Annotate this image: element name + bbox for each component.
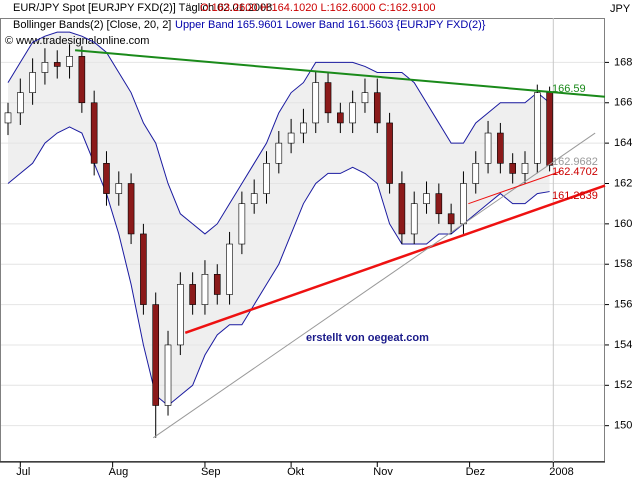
x-tick-label: Okt bbox=[287, 466, 304, 478]
candle-body bbox=[497, 132, 504, 164]
y-tick-label: 166 bbox=[614, 97, 632, 109]
y-tick-label: 160 bbox=[614, 218, 632, 230]
candle-body bbox=[361, 92, 369, 104]
subheader-2: Upper Band 165.9601 Lower Band 161.5603 … bbox=[175, 19, 486, 31]
candle-body bbox=[238, 203, 246, 245]
header-1: EUR/JPY Spot [EURJPY FXD(2)] Täglich 02.… bbox=[13, 2, 272, 14]
candle-body bbox=[17, 92, 24, 114]
header-2: O:163.2600 H:164.1020 L:162.6000 C:162.9… bbox=[200, 2, 435, 14]
candle-body bbox=[386, 122, 393, 184]
y-tick-label: 164 bbox=[614, 137, 632, 149]
y-tick-label: 150 bbox=[614, 420, 632, 432]
price-label: 162.4702 bbox=[552, 166, 598, 178]
candle-body bbox=[324, 82, 332, 114]
y-tick-label: 154 bbox=[614, 339, 632, 351]
candle-body bbox=[29, 72, 36, 93]
candle-body bbox=[263, 163, 270, 194]
candle-body bbox=[300, 122, 307, 134]
candle-body bbox=[226, 243, 233, 295]
x-tick-label: 2008 bbox=[549, 466, 573, 478]
candle-body bbox=[472, 163, 480, 184]
candle-body bbox=[250, 193, 258, 204]
candle-body bbox=[312, 82, 320, 124]
candle-body bbox=[103, 163, 110, 194]
candle-body bbox=[275, 142, 283, 164]
x-tick-label: Dez bbox=[466, 466, 486, 478]
candle-body bbox=[337, 112, 344, 124]
x-tick-label: Aug bbox=[109, 466, 129, 478]
annotation: erstellt von oegeat.com bbox=[306, 332, 429, 344]
candle-body bbox=[460, 183, 467, 225]
candle-body bbox=[423, 193, 430, 204]
candle-body bbox=[521, 163, 529, 174]
candle-body bbox=[140, 233, 147, 305]
candle-body bbox=[115, 183, 123, 194]
candle-body bbox=[78, 56, 86, 104]
source: © www.tradesignalonline.com bbox=[5, 35, 149, 47]
trendline bbox=[152, 132, 596, 439]
unit: JPY bbox=[610, 3, 631, 15]
candle-body bbox=[66, 56, 73, 67]
y-tick-label: 158 bbox=[614, 258, 632, 270]
x-tick-label: Jul bbox=[16, 466, 30, 478]
candle-body bbox=[41, 62, 49, 73]
price-label: 161.2839 bbox=[552, 190, 598, 202]
y-tick-label: 152 bbox=[614, 379, 632, 391]
candle-body bbox=[509, 163, 516, 174]
candle-body bbox=[447, 213, 455, 225]
candle-body bbox=[127, 183, 135, 235]
candle-body bbox=[189, 284, 196, 305]
price-label: 162.9682 bbox=[552, 156, 598, 168]
candle-body bbox=[373, 92, 381, 124]
candle-body bbox=[287, 132, 295, 144]
trendline bbox=[468, 170, 561, 205]
candle-body bbox=[4, 112, 12, 124]
candle-body bbox=[546, 92, 553, 166]
bollinger-upper bbox=[7, 31, 550, 235]
y-tick-label: 156 bbox=[614, 298, 632, 310]
candle-body bbox=[152, 304, 160, 406]
candle-body bbox=[201, 274, 209, 305]
candle-body bbox=[213, 274, 221, 295]
candle-body bbox=[435, 193, 443, 215]
candle-body bbox=[53, 62, 61, 67]
candle-body bbox=[177, 284, 184, 346]
price-label: 166.59 bbox=[552, 83, 586, 95]
trendline bbox=[74, 49, 606, 98]
x-tick-label: Sep bbox=[201, 466, 221, 478]
candle-body bbox=[349, 102, 356, 124]
candle-body bbox=[484, 132, 492, 164]
candle-body bbox=[164, 344, 172, 406]
candle-body bbox=[398, 183, 406, 235]
candle-body bbox=[410, 203, 418, 235]
x-tick-label: Nov bbox=[373, 466, 393, 478]
candle-body bbox=[90, 102, 98, 164]
subheader-1: Bollinger Bands(2) [Close, 20, 2] bbox=[13, 19, 171, 31]
y-tick-label: 168 bbox=[614, 56, 632, 68]
candle-body bbox=[533, 92, 541, 164]
y-tick-label: 162 bbox=[614, 177, 632, 189]
trendline bbox=[184, 184, 606, 335]
